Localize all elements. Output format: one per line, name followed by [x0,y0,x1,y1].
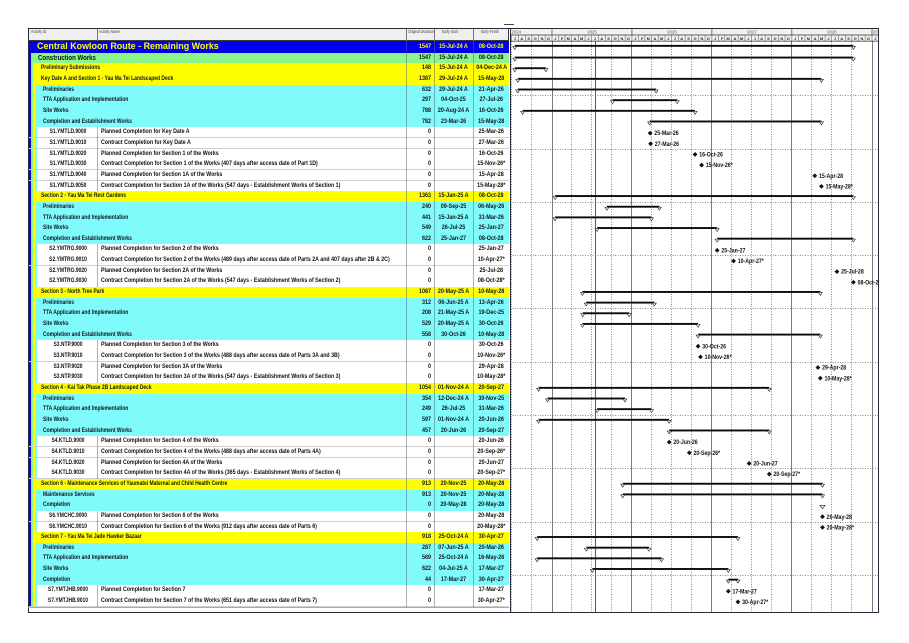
svg-text:M: M [806,36,809,41]
svg-text:20-May-28: 20-May-28 [826,514,851,520]
svg-text:N: N [540,36,543,41]
svg-text:F: F [800,36,803,41]
svg-text:D: D [867,36,870,41]
svg-text:J: J [634,36,636,41]
svg-text:J: J [794,36,796,41]
svg-text:F: F [560,36,563,41]
svg-text:2025: 2025 [587,29,597,34]
svg-text:30-Oct-26: 30-Oct-26 [702,344,726,350]
svg-text:08-Oct-28*: 08-Oct-28* [857,280,879,286]
svg-text:A: A [733,36,736,41]
svg-text:20-Sep-26*: 20-Sep-26* [693,450,720,456]
svg-text:A: A [600,36,603,41]
svg-text:M: M [659,36,662,41]
svg-text:S: S [527,36,530,41]
svg-text:2024: 2024 [511,29,521,34]
svg-text:2026: 2026 [667,29,677,34]
svg-text:17-Mar-27: 17-Mar-27 [732,589,756,595]
svg-text:M: M [739,36,742,41]
svg-text:S: S [847,36,850,41]
svg-text:2029: 2029 [872,29,879,34]
svg-text:D: D [627,36,630,41]
svg-text:A: A [840,36,843,41]
svg-text:25-Jul-28: 25-Jul-28 [841,269,864,275]
svg-text:10-May-28*: 10-May-28* [824,376,852,382]
svg-text:15-May-28*: 15-May-28* [825,184,853,190]
svg-text:16-Oct-26: 16-Oct-26 [699,152,723,158]
svg-text:S: S [607,36,610,41]
svg-text:J: J [827,36,829,41]
svg-text:30-Apr-27*: 30-Apr-27* [742,599,769,605]
svg-text:15-Nov-26*: 15-Nov-26* [705,162,733,168]
svg-text:J: J [667,36,669,41]
svg-text:15-Apr-28: 15-Apr-28 [819,173,843,179]
svg-text:O: O [773,36,776,41]
svg-text:10-Apr-27*: 10-Apr-27* [737,258,764,264]
svg-text:N: N [860,36,863,41]
svg-text:M: M [726,36,729,41]
svg-text:O: O [533,36,536,41]
svg-text:J: J [833,36,835,41]
svg-text:J: J [554,36,556,41]
svg-text:J: J [587,36,589,41]
svg-text:A: A [653,36,656,41]
svg-text:M: M [646,36,649,41]
svg-text:J: J [753,36,755,41]
svg-text:D: D [786,36,789,41]
svg-text:S: S [687,36,690,41]
svg-text:25-Jan-27: 25-Jan-27 [721,248,745,254]
svg-text:10-Nov-26*: 10-Nov-26* [704,354,732,360]
svg-text:29-Apr-28: 29-Apr-28 [822,365,846,371]
svg-text:J: J [513,36,515,41]
svg-text:M: M [566,36,569,41]
svg-text:A: A [680,36,683,41]
svg-text:O: O [853,36,856,41]
svg-text:F: F [640,36,643,41]
svg-text:N: N [700,36,703,41]
svg-text:F: F [720,36,723,41]
svg-text:D: D [547,36,550,41]
svg-text:J: J [593,36,595,41]
svg-text:2027: 2027 [747,29,757,34]
svg-text:20-Jun-26: 20-Jun-26 [673,439,697,445]
svg-text:A: A [760,36,763,41]
svg-text:A: A [573,36,576,41]
svg-text:J: J [714,36,716,41]
svg-text:O: O [693,36,696,41]
svg-text:N: N [620,36,623,41]
svg-text:20-Sep-27*: 20-Sep-27* [773,471,800,477]
svg-text:2028: 2028 [827,29,837,34]
svg-text:J: J [673,36,675,41]
svg-text:D: D [707,36,710,41]
svg-text:27-Mar-26: 27-Mar-26 [654,141,678,147]
svg-text:S: S [767,36,770,41]
svg-text:A: A [520,36,523,41]
svg-text:N: N [780,36,783,41]
svg-text:A: A [813,36,816,41]
svg-text:M: M [820,36,823,41]
svg-text:J: J [874,36,876,41]
svg-text:20-Jun-27: 20-Jun-27 [753,461,777,467]
svg-text:M: M [580,36,583,41]
svg-text:J: J [747,36,749,41]
svg-text:25-Mar-26: 25-Mar-26 [654,130,678,136]
svg-text:O: O [613,36,616,41]
svg-text:20-May-28*: 20-May-28* [826,525,854,531]
